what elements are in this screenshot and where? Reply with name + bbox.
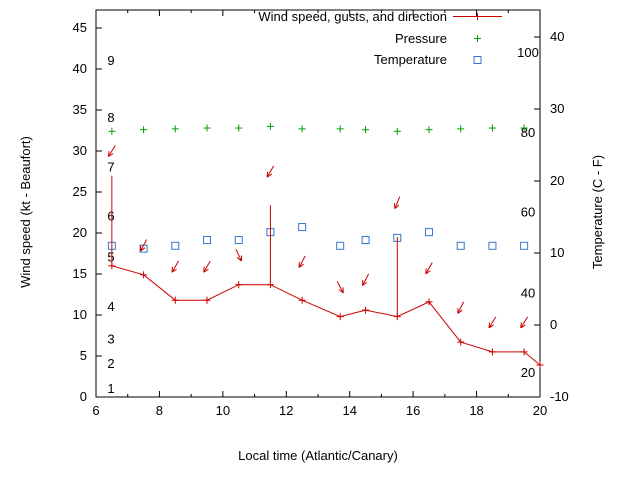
legend-label-pressure: Pressure: [395, 31, 447, 46]
beaufort-label: 3: [107, 332, 114, 347]
beaufort-scale-labels: 1 2 3 4 5 6 7 8 9: [107, 53, 114, 396]
temperature-series: [107, 223, 529, 253]
beaufort-label: 2: [107, 356, 114, 371]
fahrenheit-label: 40: [521, 285, 535, 300]
plot-border: [95, 9, 541, 398]
x-tick-label: 16: [406, 403, 420, 418]
right-y-tick-label: 0: [550, 317, 557, 332]
beaufort-label: 9: [107, 53, 114, 68]
left-y-tick-label: 45: [73, 20, 87, 35]
x-tick-label: 14: [342, 403, 356, 418]
pressure-series: [108, 122, 528, 135]
legend-label-wind: Wind speed, gusts, and direction: [258, 9, 447, 24]
fahrenheit-label: 100: [517, 45, 539, 60]
x-tick-label: 12: [279, 403, 293, 418]
left-y-axis-title: Wind speed (kt - Beaufort): [18, 136, 33, 288]
beaufort-label: 5: [107, 250, 114, 265]
right-y-axis-title: Temperature (C - F): [590, 155, 605, 269]
fahrenheit-label: 60: [521, 205, 535, 220]
left-y-tick-label: 20: [73, 225, 87, 240]
x-tick-label: 6: [92, 403, 99, 418]
beaufort-label: 6: [107, 209, 114, 224]
fahrenheit-label: 20: [521, 365, 535, 380]
right-y-tick-label: 40: [550, 29, 564, 44]
x-tick-label: 18: [469, 403, 483, 418]
axis-ticks-and-labels: 6 8 10 12 14 16 18 20051015202530354045-1001020…: [73, 10, 569, 418]
left-y-tick-label: 0: [80, 389, 87, 404]
left-y-tick-label: 10: [73, 307, 87, 322]
left-y-tick-label: 15: [73, 266, 87, 281]
beaufort-label: 7: [107, 159, 114, 174]
left-y-tick-label: 30: [73, 143, 87, 158]
fahrenheit-label: 80: [521, 125, 535, 140]
x-tick-label: 10: [216, 403, 230, 418]
right-y-tick-label: 10: [550, 245, 564, 260]
legend-label-temperature: Temperature: [374, 52, 447, 67]
left-y-tick-label: 5: [80, 348, 87, 363]
right-y-tick-label: 20: [550, 173, 564, 188]
right-y-tick-label: -10: [550, 389, 569, 404]
wind-speed-series: [108, 175, 544, 369]
beaufort-label: 4: [107, 299, 114, 314]
left-y-tick-label: 25: [73, 184, 87, 199]
left-y-tick-label: 40: [73, 61, 87, 76]
x-tick-label: 20: [533, 403, 547, 418]
left-y-tick-label: 35: [73, 102, 87, 117]
beaufort-label: 8: [107, 110, 114, 125]
x-tick-label: 8: [156, 403, 163, 418]
legend-markers: [453, 13, 502, 64]
right-y-tick-label: 30: [550, 101, 564, 116]
wind-direction-arrows: [107, 145, 529, 329]
fahrenheit-scale-labels: 20 40 60 80 100: [517, 45, 539, 380]
x-axis-title: Local time (Atlantic/Canary): [238, 448, 398, 463]
beaufort-label: 1: [107, 381, 114, 396]
